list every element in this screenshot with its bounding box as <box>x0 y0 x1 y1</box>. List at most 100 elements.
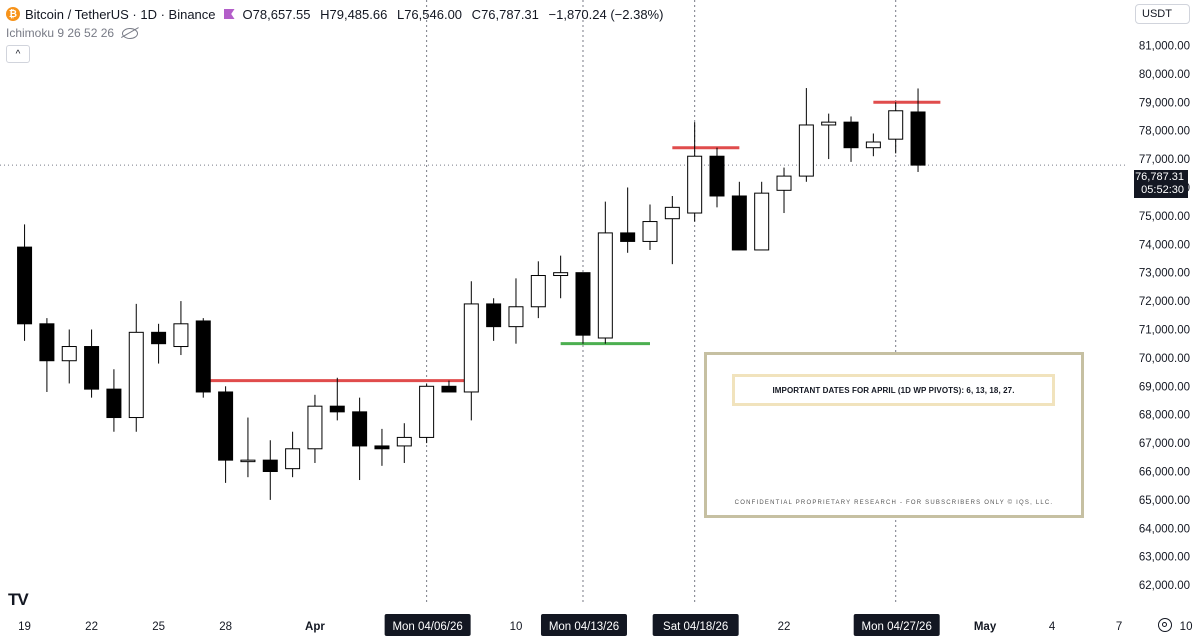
ohlc-open: 78,657.55 <box>252 6 311 22</box>
flag-icon[interactable] <box>223 9 235 19</box>
tradingview-logo[interactable]: TV <box>8 590 29 609</box>
time-tick-label: 10 <box>510 621 523 633</box>
candle-body-20[interactable] <box>463 303 479 393</box>
chart-header: ₿ Bitcoin / TetherUS · 1D · Binance O78,… <box>6 5 669 23</box>
ohlc-key-high: H <box>320 6 330 22</box>
price-tick-label: 81,000.00 <box>1139 40 1190 52</box>
important-dates-note: IMPORTANT DATES FOR APRIL (1D WP PIVOTS)… <box>732 374 1055 406</box>
candle-body-12[interactable] <box>285 448 301 470</box>
candle-body-33[interactable] <box>754 192 770 251</box>
bitcoin-icon: ₿ <box>6 7 20 21</box>
price-tick-label: 63,000.00 <box>1139 552 1190 564</box>
candle-body-9[interactable] <box>218 391 234 461</box>
candle-body-4[interactable] <box>106 388 122 419</box>
candle-body-3[interactable] <box>84 346 100 390</box>
time-tick-label: 4 <box>1049 621 1056 633</box>
candle-body-29[interactable] <box>664 206 680 220</box>
candle-body-10[interactable] <box>240 459 256 463</box>
candle-body-2[interactable] <box>61 346 77 362</box>
time-tick-label: 28 <box>219 621 232 633</box>
symbol-title[interactable]: Bitcoin / TetherUS · 1D · Binance <box>25 6 216 22</box>
candle-body-13[interactable] <box>307 405 323 450</box>
candle-body-30[interactable] <box>687 155 703 214</box>
collapse-legend-button[interactable]: ^ <box>6 45 30 63</box>
candle-body-26[interactable] <box>597 232 613 339</box>
price-tick-label: 77,000.00 <box>1139 154 1190 166</box>
candle-body-17[interactable] <box>396 436 412 447</box>
price-tick-label: 71,000.00 <box>1139 324 1190 336</box>
ohlc-key-low: L <box>396 6 405 22</box>
candles[interactable] <box>17 88 926 500</box>
date-markers: Mon 04/06/26 Mon 04/13/26 Sat 04/18/26 Mon … <box>384 614 940 636</box>
date-marker-label: Mon 04/27/26 <box>862 621 932 633</box>
candle-body-38[interactable] <box>865 141 881 149</box>
price-axis[interactable]: 62,000.00 63,000.00 64,000.00 65,000.00 66,0… <box>1139 12 1190 592</box>
ohlc-key-open: O <box>242 6 253 22</box>
candle-body-1[interactable] <box>39 323 55 362</box>
candle-body-14[interactable] <box>329 405 345 413</box>
candle-body-39[interactable] <box>888 110 904 140</box>
candle-body-31[interactable] <box>709 155 725 197</box>
candle-body-32[interactable] <box>731 195 747 251</box>
date-marker-box-1 <box>540 614 627 636</box>
price-tick-label: 80,000.00 <box>1139 69 1190 81</box>
gear-icon[interactable] <box>1158 618 1172 632</box>
candle-body-5[interactable] <box>128 331 144 419</box>
candle-body-0[interactable] <box>17 246 33 325</box>
candle-body-7[interactable] <box>173 323 189 348</box>
candle-body-8[interactable] <box>195 320 211 393</box>
time-tick-label: 7 <box>1116 621 1122 633</box>
candle-body-16[interactable] <box>374 445 390 450</box>
candle-body-36[interactable] <box>821 121 837 126</box>
candle-body-25[interactable] <box>575 272 591 336</box>
price-tick-label: 72,000.00 <box>1139 296 1190 308</box>
candle-body-22[interactable] <box>508 306 524 328</box>
last-price-label: 76,787.31 <box>1135 171 1184 183</box>
ohlc-readout: O78,657.55 H79,485.66 L76,546.00 C76,787… <box>243 7 670 22</box>
indicator-label[interactable]: Ichimoku 9 26 52 26 <box>6 26 115 40</box>
candle-body-27[interactable] <box>620 232 636 242</box>
ohlc-high: 79,485.66 <box>329 6 388 22</box>
candle-body-40[interactable] <box>910 111 926 166</box>
time-tick-label: May <box>974 621 997 633</box>
price-tick-label: 62,000.00 <box>1139 580 1190 592</box>
candle-body-35[interactable] <box>798 124 814 177</box>
date-marker-label: Mon 04/06/26 <box>392 621 462 633</box>
candle-body-18[interactable] <box>419 385 435 438</box>
date-marker-label: Mon 04/13/26 <box>549 621 619 633</box>
time-tick-label: 25 <box>152 621 165 633</box>
price-tick-label: 67,000.00 <box>1139 438 1190 450</box>
candle-body-24[interactable] <box>553 272 569 277</box>
candle-body-23[interactable] <box>530 275 546 308</box>
candle-body-11[interactable] <box>262 459 278 473</box>
price-tick-label: 75,000.00 <box>1139 211 1190 223</box>
price-tick-label: 69,000.00 <box>1139 381 1190 393</box>
candle-body-6[interactable] <box>151 331 167 345</box>
indicator-legend[interactable]: Ichimoku 9 26 52 26 <box>6 26 139 40</box>
ohlc-change: −1,870.24 (−2.38%) <box>548 6 664 22</box>
date-marker-box-0 <box>384 614 471 636</box>
hidden-eye-icon[interactable] <box>122 27 139 39</box>
time-tick-label: 10 <box>1180 621 1193 633</box>
price-tick-label: 78,000.00 <box>1139 126 1190 138</box>
candle-body-19[interactable] <box>441 385 457 393</box>
candle-body-34[interactable] <box>776 175 792 191</box>
price-tick-label: 74,000.00 <box>1139 239 1190 251</box>
price-tick-label: 65,000.00 <box>1139 495 1190 507</box>
last-price-tag: 76,787.31 05:52:30 <box>1134 170 1188 198</box>
currency-selector[interactable]: USDT <box>1135 4 1190 24</box>
research-note-box <box>704 352 1084 518</box>
time-axis[interactable]: 19 22 25 28 Apr 10 22 May 4 7 10 <box>18 621 1192 633</box>
date-marker-box-3 <box>853 614 940 636</box>
candle-body-15[interactable] <box>352 411 368 447</box>
price-tick-label: 70,000.00 <box>1139 353 1190 365</box>
candle-body-21[interactable] <box>486 303 502 328</box>
bar-countdown: 05:52:30 <box>1141 184 1184 196</box>
candle-body-28[interactable] <box>642 221 658 242</box>
candle-body-37[interactable] <box>843 121 859 149</box>
time-tick-label: 19 <box>18 621 31 633</box>
price-tick-label: 66,000.00 <box>1139 467 1190 479</box>
price-tick-label: 64,000.00 <box>1139 523 1190 535</box>
